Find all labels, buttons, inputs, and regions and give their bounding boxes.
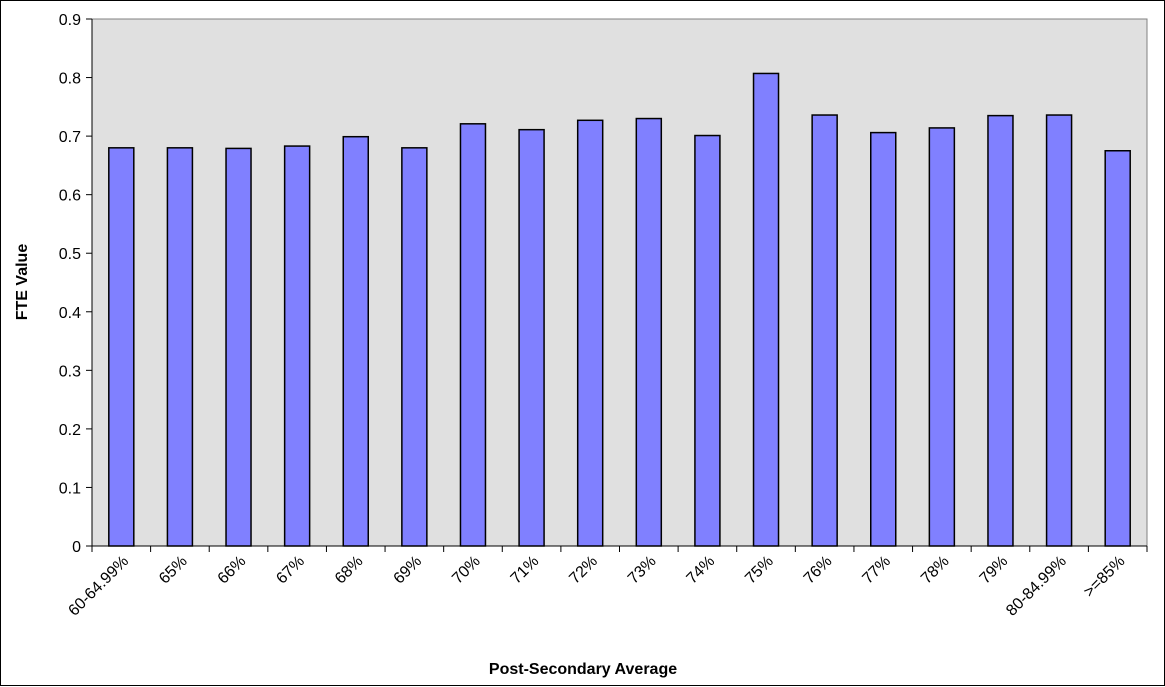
x-category-label: 71% <box>508 553 543 588</box>
x-category-label: 79% <box>977 553 1012 588</box>
bar-8 <box>576 119 604 547</box>
bar-6 <box>459 123 487 547</box>
x-category-label: 60-64.99% <box>65 553 132 620</box>
bar-12 <box>811 114 838 547</box>
y-tick-label: 0.3 <box>59 363 81 380</box>
x-category-label: 69% <box>391 553 426 588</box>
bar-15 <box>987 114 1014 547</box>
x-category-label: 72% <box>566 553 601 588</box>
bar-3 <box>283 145 311 547</box>
bar-0 <box>108 147 135 547</box>
y-tick-label: 0.4 <box>59 305 81 322</box>
x-axis-title: Post-Secondary Average <box>489 661 677 678</box>
y-tick-label: 0.7 <box>59 129 81 146</box>
bar-13 <box>870 131 897 547</box>
bar-10 <box>694 134 721 547</box>
bar-1 <box>166 147 194 547</box>
bar-2 <box>225 147 252 547</box>
bar-14 <box>928 127 956 547</box>
bar-17 <box>1104 150 1131 547</box>
y-tick-label: 0.2 <box>59 422 81 439</box>
x-category-label: 73% <box>625 553 660 588</box>
bar-5 <box>401 147 428 547</box>
y-axis-title: FTE Value <box>14 244 31 321</box>
x-category-label: 80-84.99% <box>1003 553 1070 620</box>
x-category-label: 66% <box>215 553 250 588</box>
x-category-label: 65% <box>156 553 191 588</box>
plot-area <box>91 18 1148 547</box>
bar-11 <box>752 72 780 547</box>
x-category-label: 76% <box>801 553 836 588</box>
y-tick-label: 0.8 <box>59 71 81 88</box>
x-category-label: 74% <box>684 553 719 588</box>
y-axis-ticks: 0 0.1 0.2 0.3 0.4 0.5 0.6 0.7 0.8 0.9 <box>59 12 92 556</box>
bar-7 <box>518 128 545 547</box>
x-axis-ticks: 60-64.99% 65% 66% 67% 68% 69% 70% 71% 72% 73% 74% 7… <box>65 546 1148 620</box>
bar-9 <box>635 117 663 547</box>
x-category-label: 78% <box>918 553 953 588</box>
bar-4 <box>342 135 369 547</box>
x-category-label: 77% <box>859 553 894 588</box>
y-tick-label: 0.9 <box>59 12 81 29</box>
x-category-label: 67% <box>273 553 308 588</box>
x-category-label: 75% <box>742 553 777 588</box>
y-tick-label: 0.1 <box>59 480 81 497</box>
x-category-label: 68% <box>332 553 367 588</box>
x-category-label: 70% <box>449 553 484 588</box>
y-tick-label: 0 <box>72 539 81 556</box>
bar-16 <box>1045 114 1073 547</box>
x-category-label: >=85% <box>1081 553 1129 601</box>
y-tick-label: 0.6 <box>59 188 81 205</box>
y-tick-label: 0.5 <box>59 246 81 263</box>
bars <box>108 72 1131 547</box>
